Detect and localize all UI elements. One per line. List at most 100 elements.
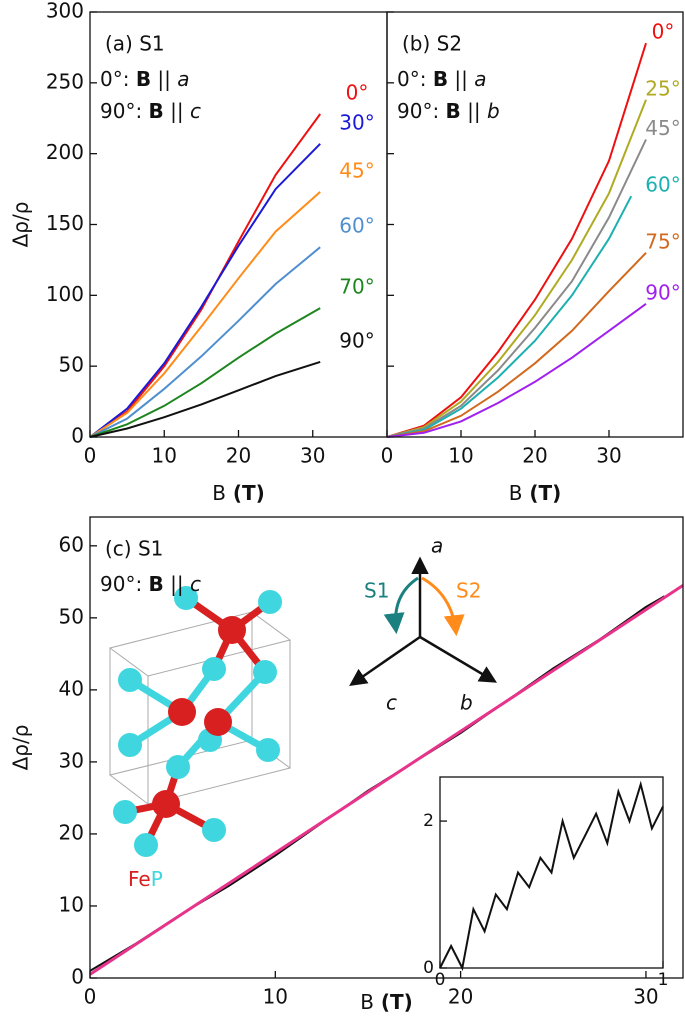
y-tick-label: 50	[59, 604, 84, 628]
y-tick-label: 150	[46, 211, 84, 235]
data-line	[89, 360, 321, 438]
axis-arrow	[349, 635, 421, 686]
crystal-structure: FeP	[108, 586, 292, 891]
data-line	[386, 99, 647, 438]
label-part: ||	[461, 99, 487, 123]
data-line	[89, 307, 321, 438]
rotation-label: S2	[456, 579, 481, 603]
label-part: B	[360, 990, 374, 1013]
series-label: 45°	[339, 158, 374, 182]
x-tick-label: 0	[381, 444, 394, 468]
y-tick-label: 40	[59, 676, 84, 700]
plot-frame	[439, 776, 664, 969]
x-tick-label: 10	[448, 444, 473, 468]
x-tick-label: 30	[300, 444, 325, 468]
axis-label: a	[431, 534, 443, 558]
label: B (T)	[212, 481, 265, 505]
data-line	[386, 139, 647, 438]
y-tick-label: 10	[59, 892, 84, 916]
y-tick-label: 200	[46, 140, 84, 164]
label-part: B	[509, 481, 523, 505]
series-label: 45°	[645, 116, 680, 140]
label-part: (T)	[522, 481, 561, 505]
series-label: 90°	[645, 280, 680, 304]
x-tick-label: 0	[84, 985, 97, 1009]
label-part: B	[149, 572, 164, 596]
data-line	[386, 302, 647, 438]
label-part: B	[446, 99, 461, 123]
label-part: b	[487, 99, 500, 123]
data-line	[439, 780, 664, 972]
label-part: c	[190, 99, 201, 123]
x-tick-label: 1	[658, 970, 669, 990]
x-tick-label: 0	[435, 970, 446, 990]
y-tick-label: 250	[46, 69, 84, 93]
panel-label: (c) S1	[105, 537, 163, 561]
y-tick-label: 0	[423, 958, 434, 978]
series-label: 70°	[339, 275, 374, 299]
y-axis-label: Δρ/ρ	[9, 202, 33, 248]
y-tick-label: 100	[46, 282, 84, 306]
label-part: B	[212, 481, 226, 505]
label: 0°: B || a	[100, 67, 190, 91]
label: 0°: B || a	[397, 67, 487, 91]
y-tick-label: 20	[59, 820, 84, 844]
axis-label: b	[460, 691, 473, 715]
label-part: 90°:	[397, 99, 446, 123]
data-line	[386, 42, 647, 438]
label-part: ||	[164, 99, 190, 123]
series-label: 25°	[645, 76, 680, 100]
y-tick-label: 50	[59, 353, 84, 377]
coordinate-diagram: a b c S1 S2	[349, 534, 498, 715]
y-tick-label: 60	[59, 532, 84, 556]
label-part: 90°:	[100, 572, 149, 596]
data-line	[89, 191, 321, 438]
label-part: c	[190, 572, 201, 596]
y-tick-label: 300	[46, 0, 84, 23]
x-tick-label: 30	[633, 985, 658, 1009]
plot-frame	[89, 516, 684, 979]
label-part: B	[433, 67, 448, 91]
label-part: a	[177, 67, 189, 91]
label-part: 0°:	[397, 67, 433, 91]
plot-frame	[386, 11, 684, 438]
compound-label: FeP	[128, 867, 163, 891]
rotation-label: S1	[364, 579, 389, 603]
label-part: a	[474, 67, 486, 91]
label: B (T)	[509, 481, 562, 505]
rotation-arrow	[421, 576, 465, 637]
axis-arrow	[419, 635, 498, 683]
x-tick-label: 0	[84, 444, 97, 468]
y-tick-label: 0	[71, 965, 84, 989]
label-part: ||	[164, 572, 190, 596]
label: B (T)	[360, 990, 413, 1013]
label-part: 0°:	[100, 67, 136, 91]
series-label: 75°	[645, 229, 680, 253]
label-part: (T)	[226, 481, 265, 505]
panel-label: (b) S2	[402, 32, 462, 56]
axis-label: c	[386, 691, 397, 715]
label-part: (T)	[374, 990, 413, 1013]
series-label: 30°	[339, 110, 374, 134]
label-part: ||	[448, 67, 474, 91]
series-label: 0°	[346, 81, 369, 105]
element: P	[151, 867, 163, 891]
x-tick-label: 10	[263, 985, 288, 1009]
label: 90°: B || c	[100, 572, 201, 596]
x-tick-label: 20	[448, 985, 473, 1009]
x-tick-label: 30	[596, 444, 621, 468]
x-tick-label: 20	[522, 444, 547, 468]
label-part: B	[149, 99, 164, 123]
panel-label: (a) S1	[105, 32, 165, 56]
label-part: 90°:	[100, 99, 149, 123]
y-tick-label: 30	[59, 748, 84, 772]
data-line	[386, 252, 647, 438]
series-label: 0°	[652, 20, 675, 44]
element: Fe	[128, 867, 151, 891]
rotation-arrow	[383, 576, 419, 635]
data-line	[89, 143, 321, 438]
data-line	[89, 584, 684, 976]
label: 90°: B || b	[397, 99, 500, 123]
label: 90°: B || c	[100, 99, 201, 123]
